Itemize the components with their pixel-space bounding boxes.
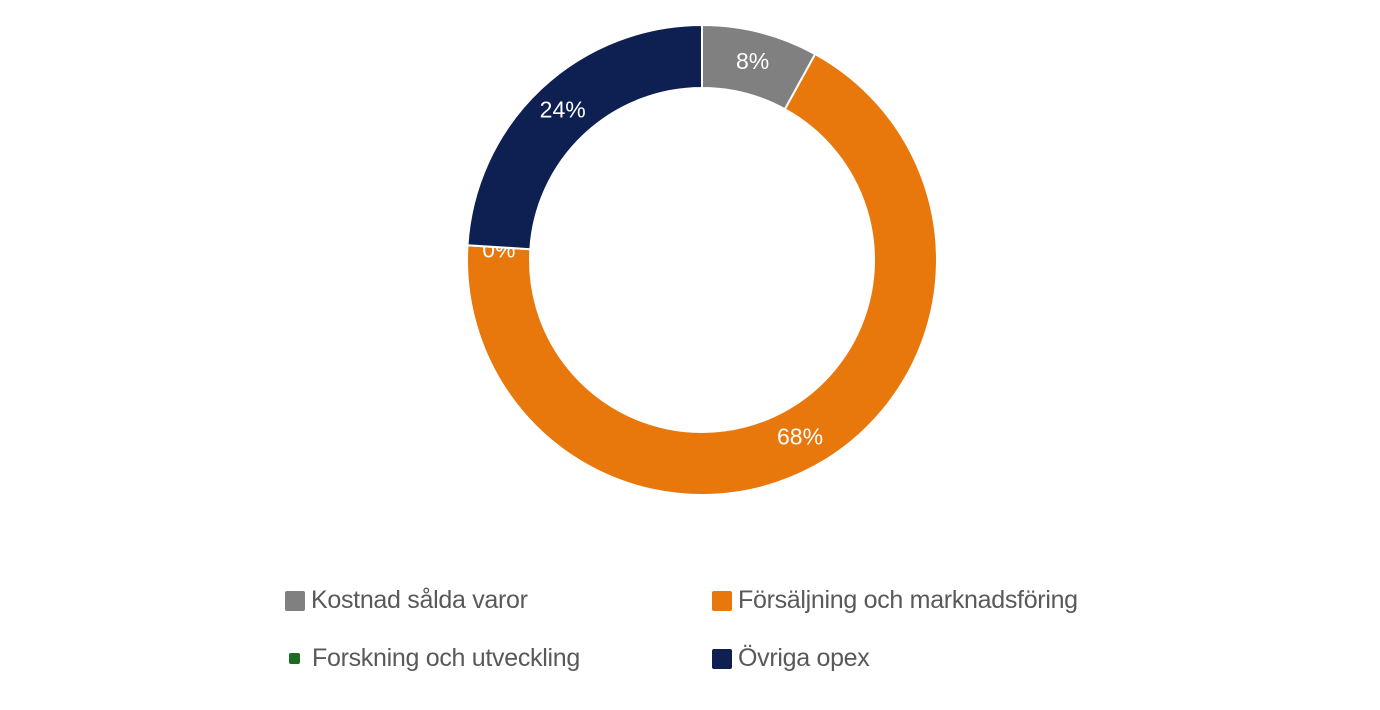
legend-swatch (712, 648, 732, 669)
legend-item-kostnad: Kostnad sålda varor (285, 586, 528, 615)
donut-slice-ovriga (466, 23, 703, 251)
legend-item-ovriga: Övriga opex (712, 644, 870, 673)
data-label-kostnad: 8% (736, 48, 769, 74)
donut-slice-forsaljning (466, 52, 938, 496)
legend-label: Övriga opex (738, 644, 870, 672)
legend-item-forsaljning: Försäljning och marknadsföring (712, 586, 1078, 615)
legend-swatch (712, 590, 732, 611)
data-label-ovriga: 24% (540, 97, 586, 123)
data-label-forsaljning: 68% (777, 423, 823, 449)
legend-label: Försäljning och marknadsföring (738, 586, 1078, 614)
legend-swatch (285, 590, 305, 611)
legend-label: Kostnad sålda varor (311, 586, 528, 614)
legend-swatch (289, 653, 300, 664)
legend-item-forskning: Forskning och utveckling (285, 644, 580, 673)
legend-label: Forskning och utveckling (312, 644, 580, 672)
